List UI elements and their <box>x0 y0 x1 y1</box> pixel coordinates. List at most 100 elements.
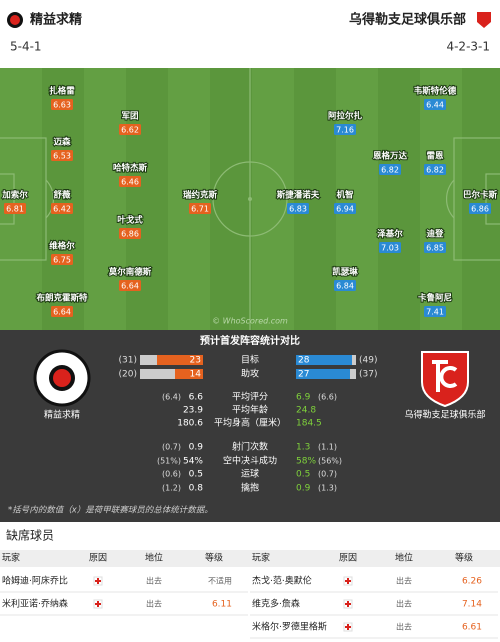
stat-label: 射门次数 <box>232 441 268 453</box>
stat-label: 平均评分 <box>232 391 268 403</box>
player-rating: 6.62 <box>121 126 139 135</box>
away-league: (1.1) <box>318 443 337 452</box>
stat-label: 空中决斗成功 <box>223 455 277 467</box>
home-bar <box>157 355 203 365</box>
rating-badge <box>119 228 141 239</box>
player-name: 凯瑟琳 <box>332 267 358 278</box>
absent-rating: 7.14 <box>462 600 482 610</box>
rating-badge <box>379 242 401 253</box>
home-value: 14 <box>190 370 202 380</box>
player-rating: 6.82 <box>381 166 399 175</box>
reason-cross <box>345 601 351 607</box>
away-league: (56%) <box>318 457 342 466</box>
player-name: 恩格万达 <box>373 151 408 162</box>
player-rating: 6.42 <box>53 205 71 214</box>
stat-label: 平均身高（厘米） <box>214 417 286 429</box>
player-rating: 6.75 <box>53 256 71 265</box>
stat-label: 运球 <box>241 468 259 480</box>
player-name: 维格尔 <box>49 241 75 252</box>
away-league: (0.7) <box>318 470 337 479</box>
home-name: 精益求精 <box>30 12 82 28</box>
watermark: © WhoScored.com <box>212 317 288 326</box>
absent-status: 出去 <box>396 576 412 586</box>
rating-badge <box>287 203 309 214</box>
rating-badge <box>51 254 73 265</box>
stats-home-team: 精益求精 <box>44 409 80 421</box>
player-name: 叶戈式 <box>117 215 143 226</box>
absent-player: 哈姆迪·阿床乔比 <box>2 575 68 587</box>
player-rating: 6.84 <box>336 282 354 291</box>
player-rating: 6.86 <box>121 230 139 239</box>
home-league: (51%) <box>157 457 181 466</box>
absent-player: 维克多·詹森 <box>252 598 300 610</box>
away-league: (1.3) <box>318 484 337 493</box>
stat-label: 擒抱 <box>241 482 259 494</box>
player-rating: 6.86 <box>471 205 489 214</box>
absent-bg <box>0 522 500 642</box>
player-name: 雷恩 <box>426 151 444 162</box>
absent-status: 出去 <box>146 599 162 609</box>
away-value: 58% <box>296 457 316 467</box>
player-name: 加索尔 <box>1 190 28 201</box>
player-name: 阿拉尔扎 <box>328 111 363 122</box>
rating-badge <box>424 242 446 253</box>
player-rating: 6.83 <box>289 205 307 214</box>
player-rating: 7.16 <box>336 126 354 135</box>
pitch <box>0 68 500 330</box>
player-name: 巴尔卡斯 <box>463 190 498 201</box>
away-league: (6.6) <box>318 393 337 402</box>
footnote: *括号内的数值（x）是荷甲联赛球员的总体统计数据。 <box>8 505 213 516</box>
rating-badge <box>189 203 211 214</box>
away-value: 184.5 <box>296 419 322 429</box>
rating-badge <box>424 99 446 110</box>
home-formation: 5-4-1 <box>10 40 42 54</box>
rating-badge <box>424 306 446 317</box>
player-name: 哈特杰斯 <box>113 163 148 174</box>
player-name: 迪登 <box>426 229 444 240</box>
player-name: 迈森 <box>53 137 71 148</box>
player-name: 扎格雷 <box>49 86 75 97</box>
away-value: 1.3 <box>296 443 310 453</box>
away-logo <box>477 12 491 28</box>
player-rating: 6.71 <box>191 205 209 214</box>
player-rating: 6.44 <box>426 101 444 110</box>
reason-cross <box>345 578 351 584</box>
absent-rating: 6.11 <box>212 600 232 610</box>
player-rating: 6.82 <box>426 166 444 175</box>
away-value: 27 <box>298 370 309 380</box>
home-logo-inner <box>10 15 20 25</box>
home-bar-bg <box>140 369 203 379</box>
absent-status: 出去 <box>146 576 162 586</box>
absent-header-bg <box>0 550 500 567</box>
player-rating: 6.46 <box>121 178 139 187</box>
absent-header: 地位 <box>395 552 413 564</box>
absent-header: 玩家 <box>2 552 20 564</box>
reason-cross <box>95 578 101 584</box>
rating-badge <box>51 99 73 110</box>
player-name: 机智 <box>336 190 353 201</box>
away-value: 6.9 <box>296 393 311 403</box>
home-value: 23 <box>190 356 201 366</box>
away-formation: 4-2-3-1 <box>446 40 490 54</box>
home-league: (6.4) <box>162 393 181 402</box>
stats-away-team: 乌得勒支足球俱乐部 <box>404 409 485 421</box>
absent-header: 原因 <box>339 553 357 564</box>
rating-badge <box>379 164 401 175</box>
home-bar <box>175 369 203 379</box>
player-rating: 6.64 <box>53 308 71 317</box>
absent-header: 等级 <box>455 552 473 564</box>
absent-player: 米格尔·罗德里格斯 <box>252 621 327 633</box>
away-crest-letters <box>432 360 458 392</box>
absent-status: 出去 <box>396 599 412 609</box>
away-bar <box>296 369 350 379</box>
rating-badge <box>334 203 356 214</box>
absent-title: 缺席球员 <box>6 528 54 543</box>
player-rating: 6.81 <box>6 205 24 214</box>
player-name: 泽基尔 <box>377 229 403 240</box>
away-league: (37) <box>359 370 377 380</box>
stat-label: 目标 <box>241 354 259 366</box>
away-value: 0.9 <box>296 484 311 494</box>
absent-player: 米利亚诺·乔纳森 <box>2 598 68 610</box>
player-rating: 6.63 <box>53 101 71 110</box>
